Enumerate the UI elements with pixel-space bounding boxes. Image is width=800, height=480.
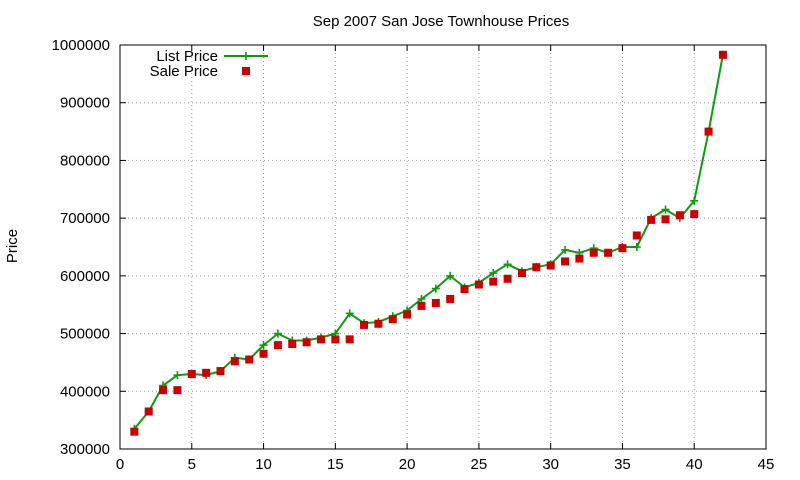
x-tick-label: 15 (327, 456, 344, 473)
sale-price-point (647, 215, 656, 224)
sale-price-point (675, 211, 684, 220)
list-price-point (489, 268, 498, 277)
sale-price-point (159, 386, 168, 395)
sale-price-point (561, 257, 570, 266)
x-tick-label: 45 (758, 456, 775, 473)
sale-price-point (259, 349, 268, 358)
sale-price-point (403, 310, 412, 319)
sale-price-point (661, 215, 670, 224)
sale-price-point (431, 298, 440, 307)
list-price-point (259, 341, 268, 350)
sale-price-point (173, 386, 182, 395)
list-price-point (417, 294, 426, 303)
list-price-point (561, 245, 570, 254)
sale-price-point (288, 339, 297, 348)
sale-price-point (130, 427, 139, 436)
x-tick-label: 0 (116, 456, 124, 473)
x-tick-label: 35 (614, 456, 631, 473)
x-tick-label: 5 (188, 456, 196, 473)
sale-price-point (417, 301, 426, 310)
x-tick-label: 40 (686, 456, 703, 473)
sale-price-point (489, 277, 498, 286)
sale-price-point (388, 315, 397, 324)
sale-price-point (575, 254, 584, 263)
sale-price-point (690, 210, 699, 219)
y-tick-label: 700000 (60, 210, 110, 227)
chart-title: Sep 2007 San Jose Townhouse Prices (313, 13, 570, 30)
sale-price-point (374, 319, 383, 328)
x-tick-label: 30 (542, 456, 559, 473)
sale-price-point (632, 231, 641, 240)
axes: 0 5 10 15 20 25 30 35 40 45 300000 400000 500000 6000… (52, 37, 775, 473)
legend: List Price Sale Price (150, 48, 268, 80)
x-tick-label: 10 (255, 456, 272, 473)
sale-price-point (245, 355, 254, 364)
x-tick-label: 20 (399, 456, 416, 473)
y-tick-label: 400000 (60, 383, 110, 400)
sale-price-point (503, 274, 512, 283)
sale-price-point (517, 268, 526, 277)
sale-price-point (446, 294, 455, 303)
sale-price-point (532, 263, 541, 272)
sale-price-point (216, 367, 225, 376)
list-price-point (661, 205, 670, 214)
grid (120, 45, 766, 449)
list-price-point (273, 329, 282, 338)
legend-label-sale-price: Sale Price (150, 63, 218, 80)
y-tick-label: 300000 (60, 441, 110, 458)
y-tick-label: 1000000 (52, 37, 110, 54)
x-tick-label: 25 (471, 456, 488, 473)
sale-price-point (187, 369, 196, 378)
sale-price-point (474, 280, 483, 289)
series-layer (130, 50, 727, 436)
list-price-point (690, 196, 699, 205)
y-tick-label: 500000 (60, 326, 110, 343)
list-price-point (446, 271, 455, 280)
sale-price-point (360, 320, 369, 329)
sale-price-point (604, 248, 613, 257)
legend-label-list-price: List Price (156, 48, 218, 65)
sale-price-point (345, 335, 354, 344)
sale-price-point (546, 261, 555, 270)
sale-price-point (618, 244, 627, 253)
sale-price-point (230, 357, 239, 366)
list-price-point (632, 243, 641, 251)
list-price-point (431, 284, 440, 293)
list-price-point (173, 371, 182, 380)
sale-price-point (718, 50, 727, 59)
plot-border (119, 44, 767, 450)
y-tick-label: 900000 (60, 95, 110, 112)
sale-price-point (202, 368, 211, 377)
sale-price-point (144, 407, 153, 416)
sale-price-point (460, 285, 469, 294)
y-axis-label: Price (4, 229, 21, 263)
list-price-point (345, 309, 354, 318)
list-price-point (503, 260, 512, 269)
sale-price-point (331, 335, 340, 344)
y-tick-label: 800000 (60, 152, 110, 169)
y-tick-label: 600000 (60, 268, 110, 285)
sale-price-point (302, 338, 311, 347)
sale-price-point (316, 335, 325, 344)
sale-price-point (704, 127, 713, 136)
legend-sample-sale-price (242, 67, 250, 75)
sale-price-point (273, 341, 282, 350)
sale-price-point (589, 248, 598, 257)
